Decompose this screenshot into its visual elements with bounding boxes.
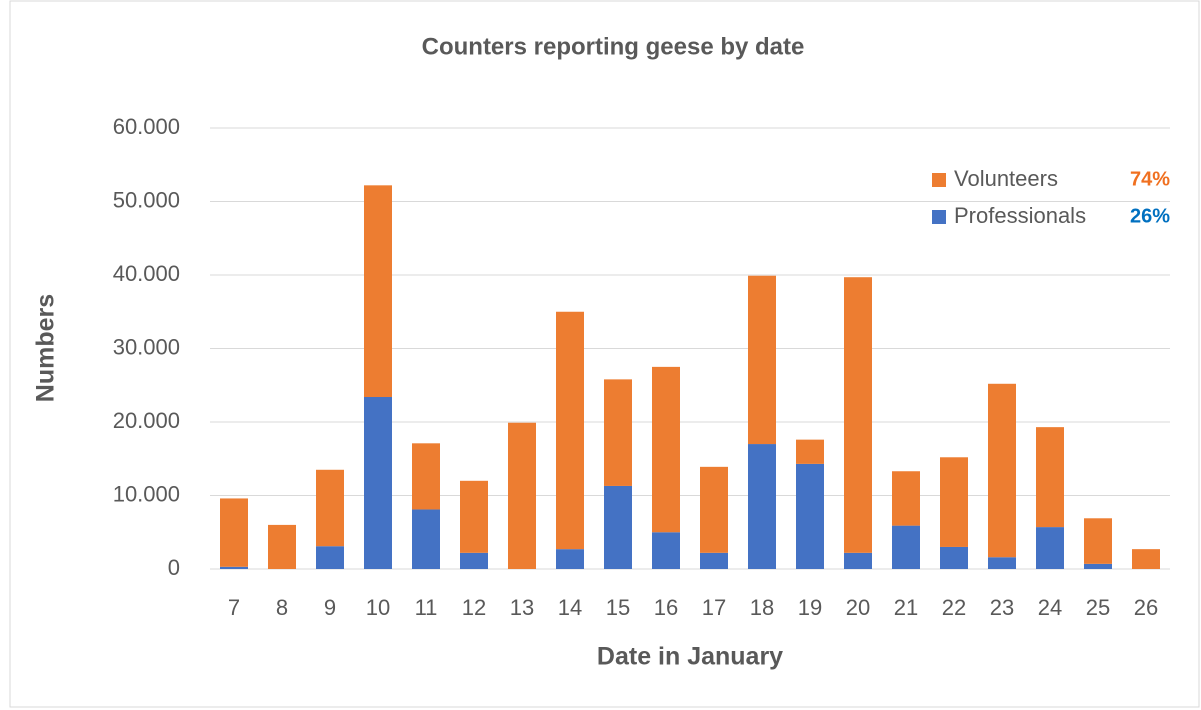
x-tick-label: 14: [558, 595, 582, 620]
x-tick-label: 8: [276, 595, 288, 620]
x-tick-label: 15: [606, 595, 630, 620]
x-tick-label: 23: [990, 595, 1014, 620]
bar-segment: [940, 457, 968, 547]
x-tick-label: 7: [228, 595, 240, 620]
legend-label: Professionals: [954, 203, 1086, 228]
bar-segment: [1084, 518, 1112, 564]
x-tick-label: 24: [1038, 595, 1062, 620]
bar-segment: [844, 552, 872, 569]
bar-segment: [508, 422, 536, 569]
y-tick-label: 60.000: [113, 114, 180, 139]
x-tick-label: 12: [462, 595, 486, 620]
legend-swatch: [932, 173, 946, 187]
y-tick-label: 50.000: [113, 187, 180, 212]
legend-swatch: [932, 210, 946, 224]
bar-segment: [844, 277, 872, 553]
x-tick-label: 11: [415, 595, 438, 620]
bar-segment: [652, 532, 680, 569]
x-tick-label: 9: [324, 595, 336, 620]
chart-frame: [9, 0, 1200, 708]
bar-segment: [460, 480, 488, 553]
y-tick-label: 10.000: [113, 481, 180, 506]
legend-label: Volunteers: [954, 166, 1058, 191]
bar-segment: [1084, 563, 1112, 569]
bar-segment: [940, 546, 968, 569]
x-tick-label: 13: [510, 595, 534, 620]
bar-segment: [556, 311, 584, 550]
bar-segment: [220, 566, 248, 569]
bar-segment: [748, 275, 776, 445]
bar-segment: [556, 549, 584, 569]
legend-share: 74%: [1130, 168, 1170, 190]
x-tick-label: 26: [1134, 595, 1158, 620]
bar-segment: [220, 498, 248, 567]
bar-segment: [796, 439, 824, 464]
bar-segment: [604, 379, 632, 486]
y-tick-label: 40.000: [113, 261, 180, 286]
bar-segment: [364, 397, 392, 569]
bar-segment: [988, 383, 1016, 558]
bar-segment: [1036, 427, 1064, 528]
x-tick-label: 16: [654, 595, 678, 620]
bar-segment: [364, 185, 392, 398]
bar-segment: [412, 509, 440, 569]
x-tick-label: 22: [942, 595, 966, 620]
y-tick-label: 20.000: [113, 408, 180, 433]
x-tick-label: 21: [894, 595, 918, 620]
bar-segment: [700, 466, 728, 553]
y-axis-title: Numbers: [32, 294, 60, 402]
x-tick-label: 18: [750, 595, 774, 620]
x-tick-label: 20: [846, 595, 870, 620]
bar-segment: [412, 443, 440, 510]
bar-segment: [700, 552, 728, 569]
bar-segment: [460, 552, 488, 569]
bar-segment: [604, 485, 632, 569]
x-tick-label: 10: [366, 595, 390, 620]
bar-segment: [748, 444, 776, 569]
chart-title: Counters reporting geese by date: [422, 33, 805, 60]
bar-segment: [1036, 527, 1064, 569]
legend-share: 26%: [1130, 205, 1170, 227]
y-tick-label: 30.000: [113, 334, 180, 359]
bar-segment: [316, 469, 344, 547]
bar-segment: [892, 525, 920, 569]
bar-segment: [892, 471, 920, 526]
x-tick-label: 25: [1086, 595, 1110, 620]
bar-segment: [1132, 549, 1160, 569]
x-tick-label: 17: [702, 595, 726, 620]
x-axis-title: Date in January: [597, 643, 783, 671]
bar-segment: [316, 546, 344, 569]
bar-segment: [796, 463, 824, 569]
y-tick-label: 0: [168, 555, 180, 580]
bar-segment: [652, 366, 680, 533]
bar-segment: [988, 557, 1016, 569]
x-tick-label: 19: [798, 595, 822, 620]
bar-segment: [268, 524, 296, 569]
